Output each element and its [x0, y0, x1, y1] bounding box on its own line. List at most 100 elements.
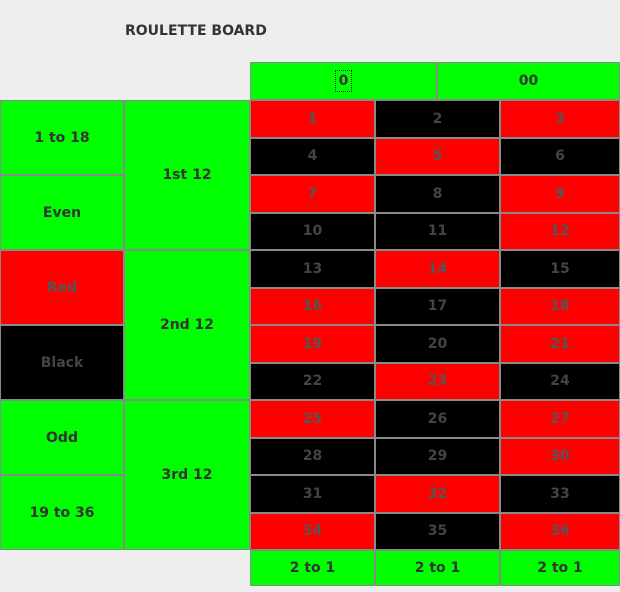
number-cell-25[interactable]: 25 — [250, 400, 375, 438]
number-label: 4 — [307, 148, 318, 165]
column-3-bet-button[interactable]: 2 to 1 — [500, 550, 620, 586]
bet-1st-12-label: 1st 12 — [162, 167, 212, 183]
bet-black-button[interactable]: Black — [0, 325, 124, 400]
number-cell-3[interactable]: 3 — [500, 100, 620, 138]
bet-19-to-36-button[interactable]: 19 to 36 — [0, 475, 124, 550]
column-1-bet-label: 2 to 1 — [289, 560, 336, 576]
board-title: ROULETTE BOARD — [125, 23, 267, 39]
number-cell-9[interactable]: 9 — [500, 175, 620, 213]
number-cell-10[interactable]: 10 — [250, 212, 375, 250]
number-label: 2 — [432, 110, 443, 127]
number-cell-21[interactable]: 21 — [500, 325, 620, 363]
number-label: 1 — [307, 110, 318, 127]
bet-even-label: Even — [42, 204, 82, 221]
number-label: 22 — [302, 373, 323, 390]
column-2-bet-label: 2 to 1 — [414, 560, 461, 576]
number-label: 34 — [302, 523, 323, 540]
double-zero-label: 00 — [518, 73, 539, 89]
bet-1-to-18-button[interactable]: 1 to 18 — [0, 100, 124, 175]
bet-odd-label: Odd — [46, 429, 78, 446]
number-cell-29[interactable]: 29 — [375, 437, 500, 475]
number-cell-8[interactable]: 8 — [375, 175, 500, 213]
number-cell-26[interactable]: 26 — [375, 400, 500, 438]
number-label: 7 — [307, 185, 318, 202]
bet-red-button[interactable]: Red — [0, 250, 124, 325]
bet-2nd-12-button[interactable]: 2nd 12 — [124, 250, 250, 400]
number-cell-14[interactable]: 14 — [375, 250, 500, 288]
number-cell-16[interactable]: 16 — [250, 287, 375, 325]
number-label: 25 — [302, 410, 323, 427]
bet-black-label: Black — [40, 354, 84, 371]
double-zero-button[interactable]: 00 — [437, 62, 620, 100]
zero-label: 0 — [334, 70, 353, 92]
number-label: 35 — [427, 523, 448, 540]
zero-button[interactable]: 0 — [250, 62, 437, 100]
number-cell-5[interactable]: 5 — [375, 137, 500, 175]
number-label: 21 — [550, 335, 570, 352]
number-cell-33[interactable]: 33 — [500, 475, 620, 513]
number-cell-11[interactable]: 11 — [375, 212, 500, 250]
bet-3rd-12-button[interactable]: 3rd 12 — [124, 400, 250, 550]
number-cell-7[interactable]: 7 — [250, 175, 375, 213]
number-cell-18[interactable]: 18 — [500, 287, 620, 325]
number-cell-31[interactable]: 31 — [250, 475, 375, 513]
number-cell-28[interactable]: 28 — [250, 437, 375, 475]
number-label: 27 — [550, 410, 570, 427]
number-label: 26 — [427, 410, 448, 427]
number-cell-30[interactable]: 30 — [500, 437, 620, 475]
number-label: 16 — [302, 298, 323, 315]
bet-1-to-18-label: 1 to 18 — [34, 129, 90, 146]
number-label: 10 — [302, 223, 323, 240]
number-cell-1[interactable]: 1 — [250, 100, 375, 138]
number-label: 17 — [427, 298, 448, 315]
number-label: 18 — [550, 298, 570, 315]
number-cell-24[interactable]: 24 — [500, 362, 620, 400]
bet-even-button[interactable]: Even — [0, 175, 124, 250]
number-cell-12[interactable]: 12 — [500, 212, 620, 250]
bet-3rd-12-label: 3rd 12 — [161, 467, 213, 483]
bet-odd-button[interactable]: Odd — [0, 400, 124, 475]
number-cell-15[interactable]: 15 — [500, 250, 620, 288]
bet-red-label: Red — [46, 279, 78, 296]
bet-19-to-36-label: 19 to 36 — [29, 504, 95, 521]
number-cell-32[interactable]: 32 — [375, 475, 500, 513]
number-label: 6 — [555, 148, 565, 165]
number-cell-23[interactable]: 23 — [375, 362, 500, 400]
number-cell-19[interactable]: 19 — [250, 325, 375, 363]
number-label: 13 — [302, 260, 323, 277]
number-cell-13[interactable]: 13 — [250, 250, 375, 288]
number-label: 8 — [432, 185, 443, 202]
number-label: 31 — [302, 485, 323, 502]
number-cell-4[interactable]: 4 — [250, 137, 375, 175]
bet-2nd-12-label: 2nd 12 — [159, 317, 215, 333]
number-cell-2[interactable]: 2 — [375, 100, 500, 138]
number-label: 15 — [550, 260, 570, 277]
number-label: 33 — [550, 485, 570, 502]
number-cell-27[interactable]: 27 — [500, 400, 620, 438]
number-label: 11 — [427, 223, 448, 240]
number-cell-17[interactable]: 17 — [375, 287, 500, 325]
number-cell-35[interactable]: 35 — [375, 512, 500, 550]
number-label: 5 — [432, 148, 443, 165]
number-label: 3 — [555, 110, 565, 127]
number-cell-36[interactable]: 36 — [500, 512, 620, 550]
number-label: 30 — [550, 448, 570, 465]
number-label: 20 — [427, 335, 448, 352]
column-2-bet-button[interactable]: 2 to 1 — [375, 550, 500, 586]
number-label: 32 — [427, 485, 448, 502]
number-label: 23 — [427, 373, 448, 390]
number-label: 36 — [550, 523, 570, 540]
number-label: 12 — [550, 223, 570, 240]
number-cell-6[interactable]: 6 — [500, 137, 620, 175]
number-label: 9 — [555, 185, 565, 202]
number-label: 24 — [550, 373, 570, 390]
number-label: 29 — [427, 448, 448, 465]
bet-1st-12-button[interactable]: 1st 12 — [124, 100, 250, 250]
column-3-bet-label: 2 to 1 — [537, 560, 583, 576]
number-cell-20[interactable]: 20 — [375, 325, 500, 363]
number-label: 19 — [302, 335, 323, 352]
column-1-bet-button[interactable]: 2 to 1 — [250, 550, 375, 586]
number-cell-22[interactable]: 22 — [250, 362, 375, 400]
number-cell-34[interactable]: 34 — [250, 512, 375, 550]
number-label: 14 — [427, 260, 448, 277]
